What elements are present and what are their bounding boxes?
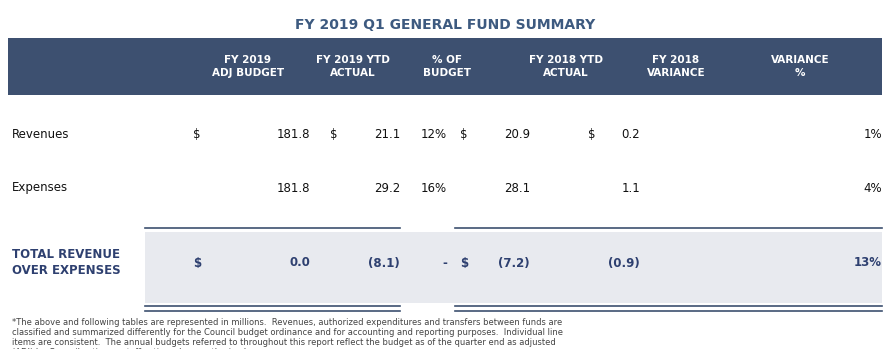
Text: 0.2: 0.2 <box>621 128 640 141</box>
Text: classified and summarized differently for the Council budget ordinance and for a: classified and summarized differently fo… <box>12 328 563 337</box>
Text: *The above and following tables are represented in millions.  Revenues, authoriz: *The above and following tables are repr… <box>12 318 562 327</box>
Text: Expenses: Expenses <box>12 181 69 194</box>
Text: items are consistent.  The annual budgets referred to throughout this report ref: items are consistent. The annual budgets… <box>12 338 555 347</box>
Text: FY 2019 Q1 GENERAL FUND SUMMARY: FY 2019 Q1 GENERAL FUND SUMMARY <box>295 18 595 32</box>
Text: 1%: 1% <box>863 128 882 141</box>
Text: $: $ <box>330 128 337 141</box>
Text: $: $ <box>460 257 468 269</box>
Text: % OF
BUDGET: % OF BUDGET <box>423 55 471 78</box>
Text: FY 2019
ADJ BUDGET: FY 2019 ADJ BUDGET <box>212 55 284 78</box>
Text: FY 2019 YTD
ACTUAL: FY 2019 YTD ACTUAL <box>316 55 390 78</box>
Text: 21.1: 21.1 <box>374 128 400 141</box>
Text: FY 2018
VARIANCE: FY 2018 VARIANCE <box>647 55 705 78</box>
Text: 4%: 4% <box>863 181 882 194</box>
Text: (8.1): (8.1) <box>368 257 400 269</box>
Text: 181.8: 181.8 <box>277 128 310 141</box>
Text: $: $ <box>460 128 467 141</box>
Text: $: $ <box>588 128 595 141</box>
Bar <box>145 232 882 303</box>
Text: 0.0: 0.0 <box>289 257 310 269</box>
Bar <box>8 38 882 95</box>
Text: (ADJ) by Council action or staff action where authorized.: (ADJ) by Council action or staff action … <box>12 348 248 349</box>
Text: Revenues: Revenues <box>12 128 69 141</box>
Text: VARIANCE
%: VARIANCE % <box>771 55 829 78</box>
Text: 16%: 16% <box>421 181 447 194</box>
Text: (7.2): (7.2) <box>498 257 530 269</box>
Text: 181.8: 181.8 <box>277 181 310 194</box>
Text: $: $ <box>193 257 201 269</box>
Text: 12%: 12% <box>421 128 447 141</box>
Text: TOTAL REVENUE
OVER EXPENSES: TOTAL REVENUE OVER EXPENSES <box>12 248 121 277</box>
Text: $: $ <box>193 128 200 141</box>
Text: 29.2: 29.2 <box>374 181 400 194</box>
Text: 28.1: 28.1 <box>504 181 530 194</box>
Text: 1.1: 1.1 <box>621 181 640 194</box>
Text: (0.9): (0.9) <box>608 257 640 269</box>
Text: 20.9: 20.9 <box>504 128 530 141</box>
Text: FY 2018 YTD
ACTUAL: FY 2018 YTD ACTUAL <box>529 55 603 78</box>
Text: 13%: 13% <box>854 257 882 269</box>
Text: -: - <box>442 257 447 269</box>
